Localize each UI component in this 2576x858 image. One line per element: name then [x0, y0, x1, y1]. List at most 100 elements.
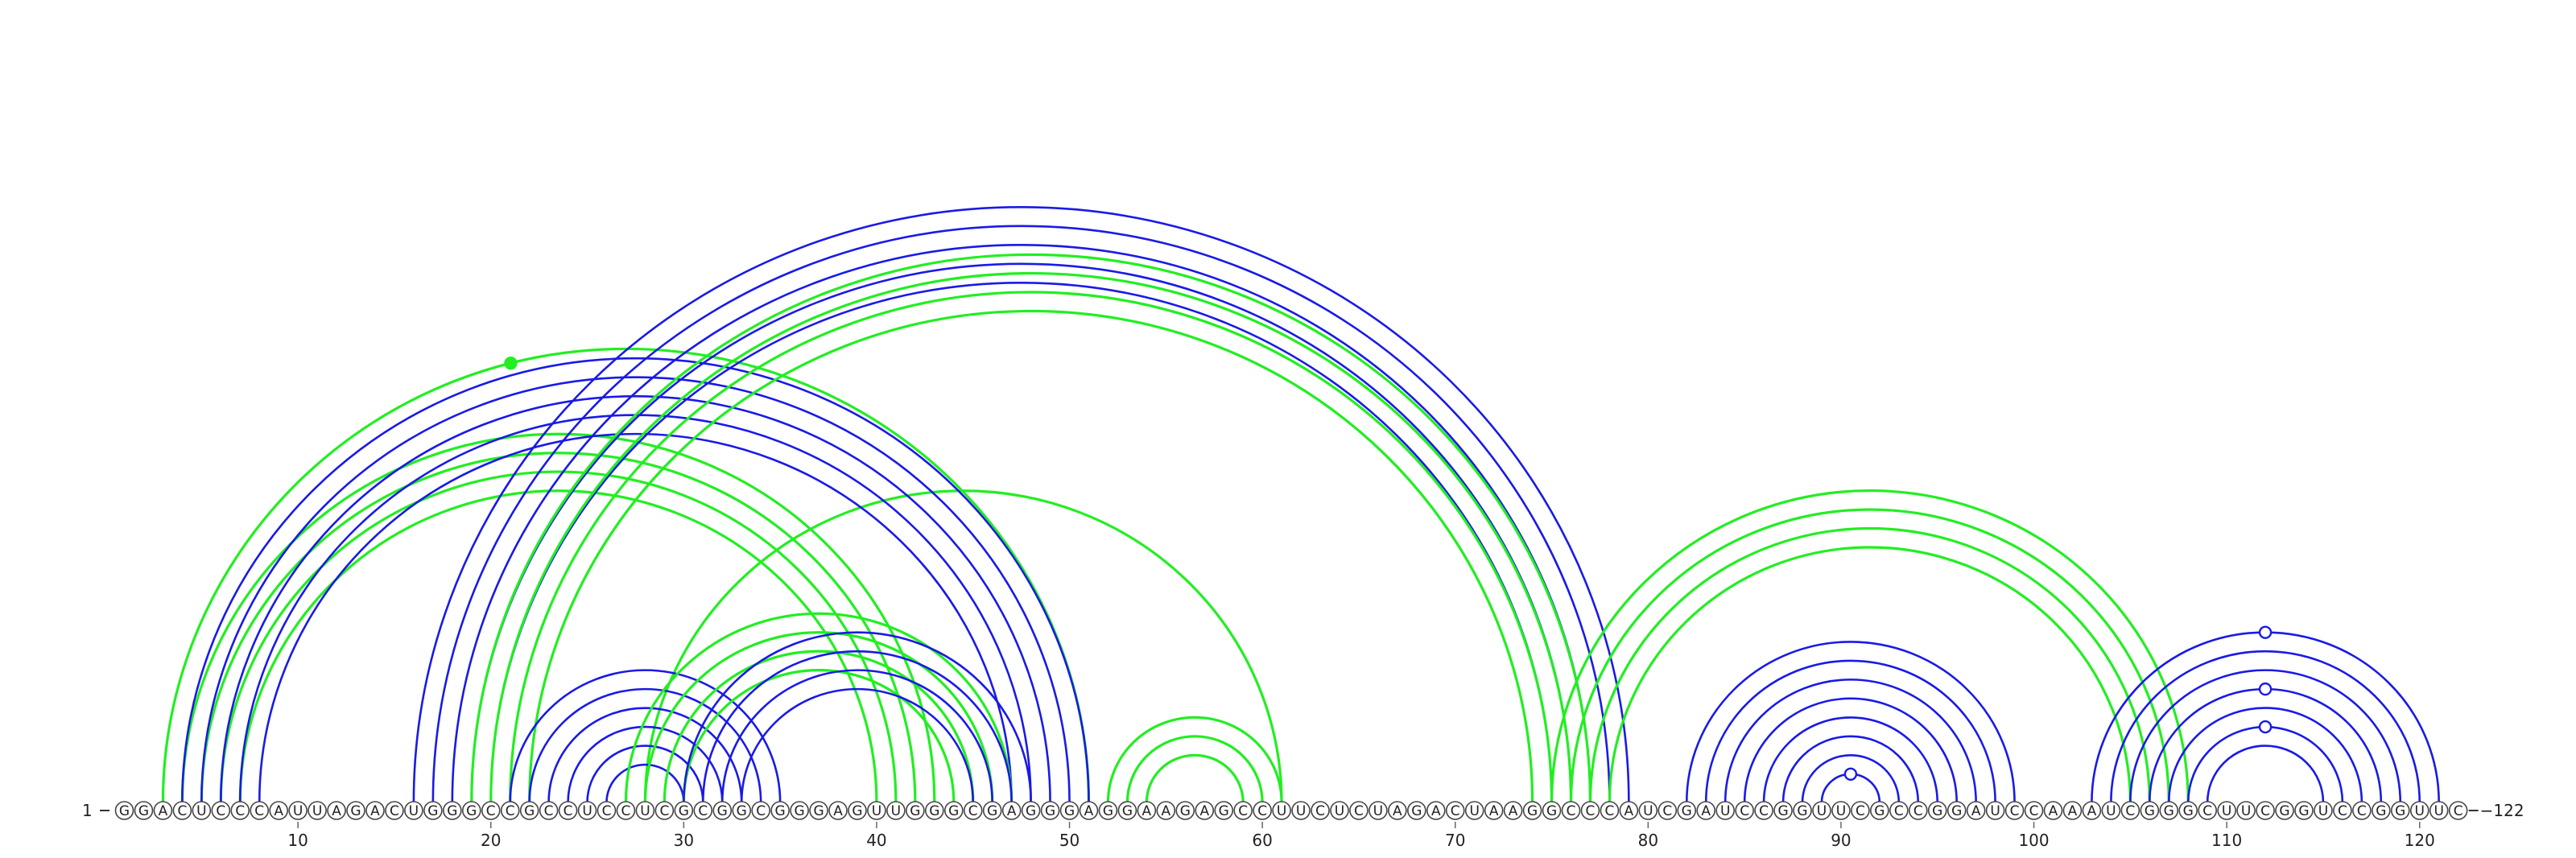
nucleotide-circle [1812, 801, 1831, 820]
nucleotide-circle [1233, 801, 1253, 820]
nucleotide-letter: G [775, 803, 786, 819]
nucleotide-circle [2314, 801, 2333, 820]
nucleotide-letter: G [948, 803, 959, 819]
nucleotide-circle [385, 801, 404, 820]
nucleotide-circle [230, 801, 250, 820]
nucleotide-circle [1464, 801, 1484, 820]
nucleotide-letter: C [968, 803, 978, 819]
nucleotide-circle [2140, 801, 2160, 820]
base-pair-arc [200, 376, 1071, 803]
nucleotide-circle [1831, 801, 1851, 820]
nucleotide-letter: C [1354, 803, 1364, 819]
axis-tick-label: 30 [674, 831, 694, 850]
nucleotide-circle [2062, 801, 2083, 820]
nucleotide-letter: A [833, 803, 843, 819]
nucleotide-letter: G [2395, 803, 2405, 819]
nucleotide-circle [1657, 801, 1678, 820]
nucleotide-letter: C [1856, 803, 1865, 819]
nucleotide-letter: C [698, 803, 708, 819]
base-pair-arc [528, 309, 1534, 803]
nucleotide-circle [943, 801, 964, 820]
nucleotide-circle [2120, 801, 2140, 820]
nucleotide-circle [1735, 801, 1754, 820]
nucleotide-letter: U [2318, 803, 2328, 819]
nucleotide-letter: U [1990, 803, 2000, 819]
base-pair-arc [2167, 707, 2363, 803]
nucleotide-circle [635, 801, 655, 820]
nucleotide-circle [1542, 801, 1562, 820]
nucleotide-letter: U [2241, 803, 2251, 819]
nucleotide-circle [365, 801, 385, 820]
nucleotide-letter: U [1469, 803, 1479, 819]
base-pair-arc [740, 687, 975, 803]
nucleotide-letter: G [2145, 803, 2155, 819]
nucleotide-letter: C [2260, 803, 2270, 819]
nucleotide-circle [1156, 801, 1176, 820]
nucleotide-circle [1253, 801, 1272, 820]
nucleotide-circle [1214, 801, 1234, 820]
nucleotide-circle [1522, 801, 1542, 820]
base-pair-arc [1762, 716, 1939, 803]
nucleotide-letter: C [1604, 803, 1614, 819]
nucleotide-circle [2101, 801, 2121, 820]
base-pair-arc [1125, 735, 1264, 803]
nucleotide-letter: U [1373, 803, 1383, 819]
base-pair-arc [220, 394, 1051, 803]
nucleotide-letter: C [564, 803, 573, 819]
base-pair-arc [720, 669, 993, 803]
nucleotide-circle [654, 801, 675, 820]
base-pair-arc [1724, 679, 1977, 803]
nucleotide-circle [828, 801, 848, 820]
nucleotide-letter: A [1489, 803, 1499, 819]
axis-tick-label: 110 [2211, 831, 2242, 850]
base-pair-arc [567, 725, 724, 803]
nucleotide-letter: G [1951, 803, 1962, 819]
nucleotide-circle [1291, 801, 1311, 820]
nucleotide-circle [2448, 801, 2468, 820]
nucleotide-circle [346, 801, 365, 820]
nucleotide-circle [250, 801, 270, 820]
nucleotide-circle [269, 801, 288, 820]
nucleotide-letter: G [852, 803, 862, 819]
axis-tick-label: 60 [1252, 831, 1272, 850]
nucleotide-circle [1021, 801, 1041, 820]
nucleotide-circle [1349, 801, 1368, 820]
nucleotide-letter: G [119, 803, 130, 819]
dots-layer [504, 356, 2273, 781]
nucleotide-circle [288, 801, 308, 820]
base-pair-arc [547, 707, 743, 803]
nucleotide-circle [2256, 801, 2275, 820]
nucleotide-circle [1870, 801, 1889, 820]
base-pair-arc [2206, 745, 2325, 803]
nucleotide-letter: U [2415, 803, 2425, 819]
nucleotide-circle [732, 801, 752, 820]
nucleotide-circle [1754, 801, 1773, 820]
nucleotide-letter: C [2125, 803, 2135, 819]
nucleotide-letter: A [159, 803, 168, 819]
base-pair-arc [1106, 716, 1283, 803]
nucleotide-letter: C [659, 803, 669, 819]
nucleotide-circle [519, 801, 539, 820]
nucleotide-letter: A [1393, 803, 1402, 819]
nucleotide-circle [2198, 801, 2217, 820]
nucleotide-letter: G [1777, 803, 1788, 819]
nucleotide-circle [1137, 801, 1157, 820]
nucleotide-circle [539, 801, 559, 820]
base-pair-arc [605, 763, 685, 803]
nucleotide-circle [1715, 801, 1735, 820]
nucleotide-letter: C [1238, 803, 1248, 819]
nucleotide-circle [848, 801, 867, 820]
axis-tick-label: 100 [2018, 831, 2049, 850]
nucleotide-letter: C [2010, 803, 2020, 819]
nucleotide-circle [1098, 801, 1118, 820]
nucleotide-circle [2043, 801, 2063, 820]
nucleotide-letter: U [2434, 803, 2443, 819]
nucleotide-letter: C [1759, 803, 1769, 819]
nucleotide-circle [597, 801, 617, 820]
nucleotide-circle [2178, 801, 2198, 820]
nucleotide-letter: C [1257, 803, 1267, 819]
nucleotide-letter: A [2049, 803, 2058, 819]
nucleotide-circle [809, 801, 828, 820]
nucleotide-letter: C [216, 803, 225, 819]
nucleotide-circle [1773, 801, 1793, 820]
